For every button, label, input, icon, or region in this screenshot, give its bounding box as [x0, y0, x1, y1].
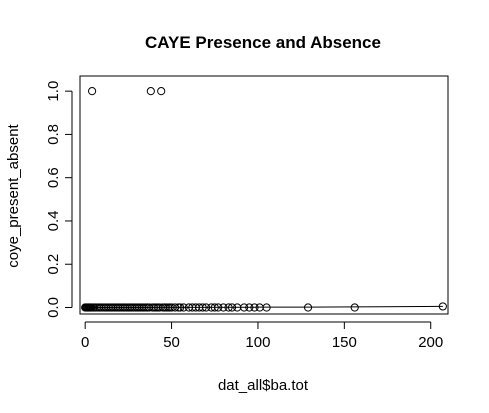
x-axis: 0 50 100 150 200	[81, 321, 443, 351]
y-tick-label: 1.0	[45, 81, 62, 102]
x-tick-label: 100	[245, 334, 270, 351]
y-tick-label: 0.2	[45, 254, 62, 275]
data-point	[146, 87, 155, 96]
x-tick-label: 0	[81, 334, 89, 351]
fitted-line	[85, 305, 443, 309]
data-point	[350, 303, 359, 312]
chart-title: CAYE Presence and Absence	[145, 33, 381, 52]
y-tick-label: 0.4	[45, 211, 62, 232]
y-tick-label: 0.6	[45, 167, 62, 188]
y-axis-label: coye_present_absent	[5, 123, 22, 267]
data-points	[81, 87, 447, 312]
x-tick-label: 150	[332, 334, 357, 351]
y-tick-label: 0.0	[45, 297, 62, 318]
y-tick-label: 0.8	[45, 124, 62, 145]
data-point	[157, 87, 166, 96]
plot-area-frame	[79, 75, 449, 315]
x-tick-label: 50	[163, 334, 180, 351]
x-axis-label: dat_all$ba.tot	[218, 377, 309, 394]
y-axis: 0.0 0.2 0.4 0.6 0.8 1.0	[45, 81, 73, 318]
data-point	[87, 87, 97, 96]
x-tick-label: 200	[418, 334, 443, 351]
